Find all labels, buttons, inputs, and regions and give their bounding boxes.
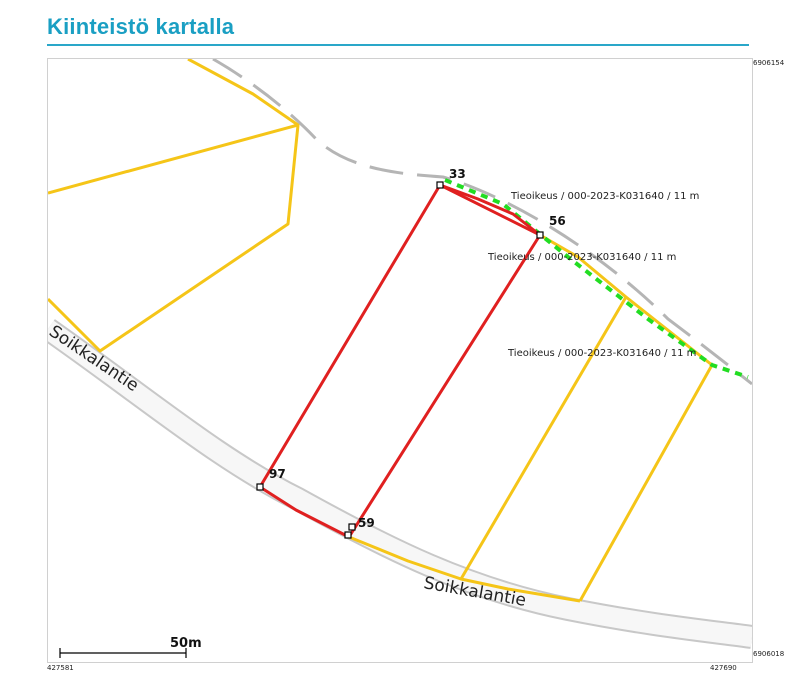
road-soikkalantie-fill bbox=[48, 320, 752, 647]
vertex-label-59: 59 bbox=[358, 516, 375, 530]
easement-label-2: Tieoikeus / 000-2023-K031640 / 11 m bbox=[487, 252, 676, 263]
selected-parcel[interactable] bbox=[258, 183, 542, 539]
coordinate-north: 6906154 bbox=[753, 59, 785, 67]
parcel-boundaries bbox=[48, 59, 714, 603]
vertex-marker-33 bbox=[436, 181, 444, 189]
vertex-label-97: 97 bbox=[269, 467, 286, 481]
selected-parcel-arc bbox=[439, 183, 541, 237]
coordinate-east: 427690 bbox=[710, 664, 737, 672]
parcel-boundary-2 bbox=[48, 123, 299, 195]
title-divider bbox=[47, 44, 749, 46]
vertex-marker-97 bbox=[256, 483, 264, 491]
parcel-boundary-4 bbox=[539, 233, 714, 602]
scale-bar bbox=[59, 648, 187, 658]
page-title: Kiinteistö kartalla bbox=[47, 14, 235, 39]
coordinate-west: 427581 bbox=[47, 664, 74, 672]
dashed-path bbox=[212, 59, 752, 386]
parcel-boundary-5 bbox=[459, 296, 628, 580]
easement-label-1: Tieoikeus / 000-2023-K031640 / 11 m bbox=[510, 191, 699, 202]
coordinate-south: 6906018 bbox=[753, 650, 785, 658]
vertex-markers bbox=[256, 181, 544, 539]
parcel-boundary-1 bbox=[48, 59, 300, 353]
map-canvas: 33 56 97 59 Tieoikeus / 000-2023-K031640… bbox=[48, 59, 752, 658]
easement-line bbox=[444, 178, 749, 379]
vertex-label-56: 56 bbox=[549, 214, 566, 228]
scale-bar-label: 50m bbox=[170, 636, 202, 651]
vertex-marker-59a bbox=[348, 523, 356, 531]
vertex-label-33: 33 bbox=[449, 167, 466, 181]
vertex-marker-59b bbox=[344, 531, 352, 539]
vertex-marker-56 bbox=[536, 231, 544, 239]
easement-label-3: Tieoikeus / 000-2023-K031640 / 11 m bbox=[507, 348, 696, 359]
map-view[interactable]: 33 56 97 59 Tieoikeus / 000-2023-K031640… bbox=[47, 58, 753, 663]
